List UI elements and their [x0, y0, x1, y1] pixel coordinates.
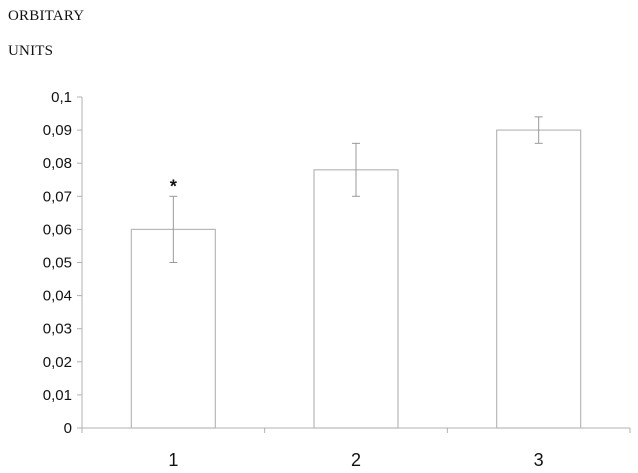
y-axis-label-line-1: ORBITARY — [8, 8, 85, 24]
y-axis-label-line-2: UNITS — [8, 43, 54, 59]
y-tick-label: 0 — [64, 420, 72, 437]
x-category-label: 3 — [534, 450, 544, 470]
x-category-label: 1 — [168, 450, 178, 470]
y-tick-label: 0,06 — [43, 221, 72, 238]
significance-marker: * — [170, 176, 177, 196]
bar — [313, 169, 399, 429]
y-tick-label: 0,03 — [43, 321, 72, 338]
y-tick-label: 0,08 — [43, 155, 72, 172]
y-tick-label: 0,04 — [43, 288, 72, 305]
y-tick-label: 0,09 — [43, 122, 72, 139]
y-tick-label: 0,07 — [43, 188, 72, 205]
bar — [496, 129, 582, 429]
y-tick-label: 0,01 — [43, 387, 72, 404]
y-tick-label: 0,02 — [43, 354, 72, 371]
y-tick-label: 0,05 — [43, 255, 72, 272]
x-category-label: 2 — [351, 450, 361, 470]
y-tick-label: 0,1 — [51, 89, 72, 106]
